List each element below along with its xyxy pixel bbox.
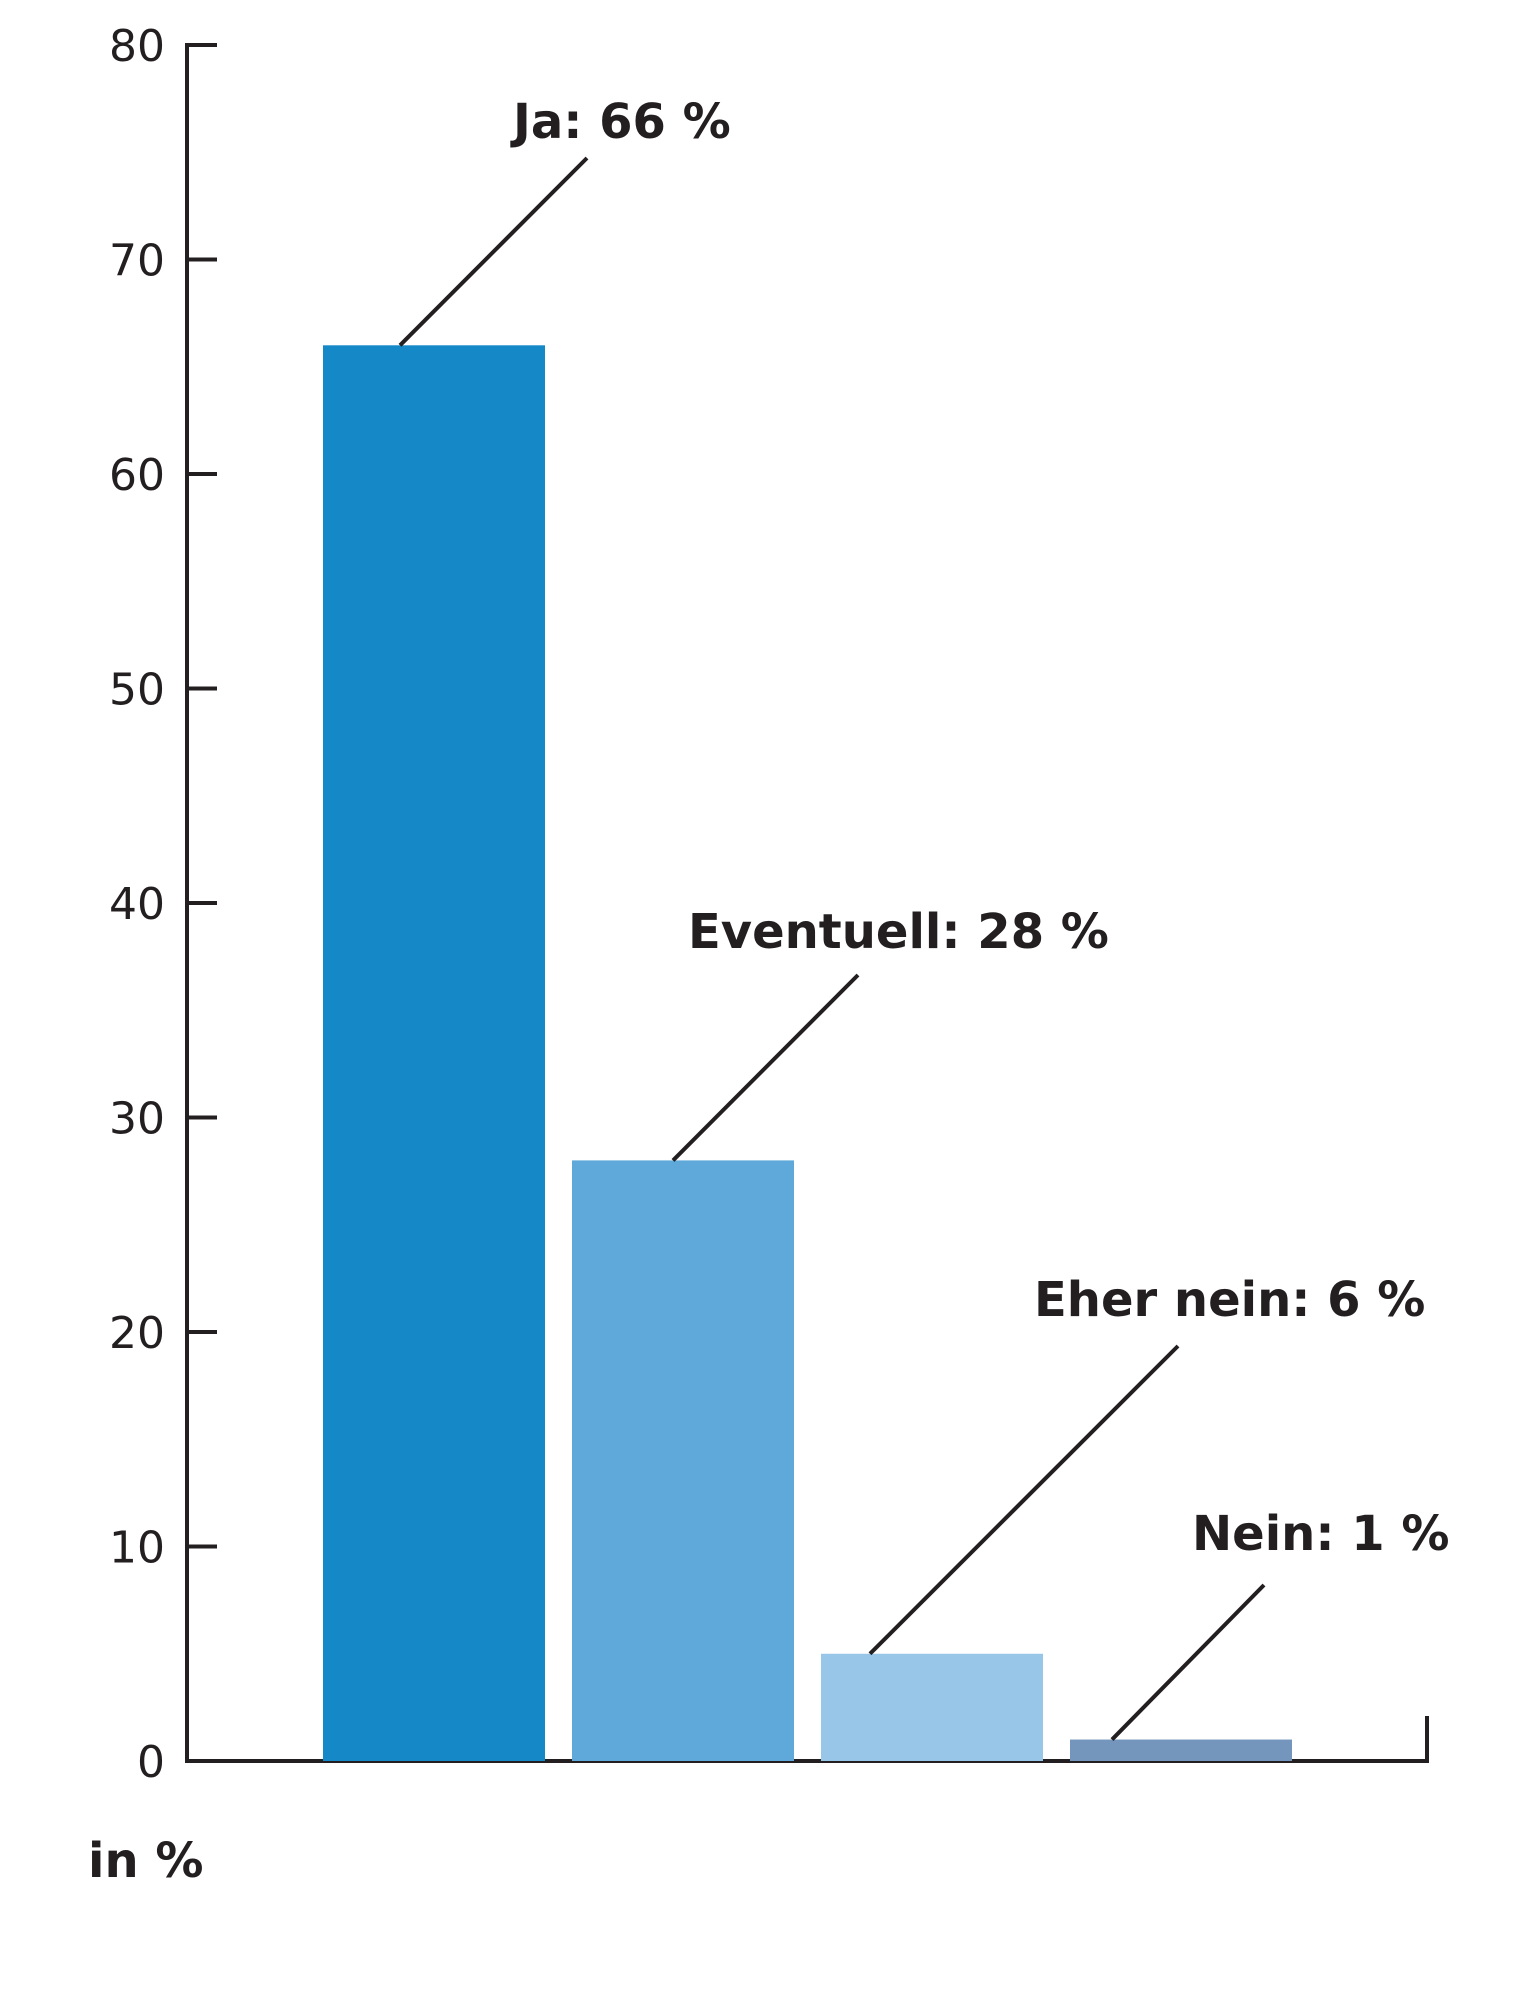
leader-line — [671, 973, 860, 1162]
y-tick-label: 50 — [109, 665, 165, 716]
bar-eher-nein — [821, 1653, 1043, 1761]
y-tick-label: 20 — [109, 1308, 165, 1359]
y-axis: 0 10 20 30 40 50 60 70 80 — [109, 21, 1429, 1788]
bar-eventuell — [572, 1160, 794, 1761]
leader-line — [868, 1344, 1180, 1656]
leader-line — [398, 156, 589, 347]
y-tick-label: 10 — [109, 1523, 165, 1574]
leader-lines — [398, 156, 1266, 1741]
data-label: Nein: 1 % — [1192, 1506, 1449, 1562]
data-label: Eher nein: 6 % — [1034, 1272, 1425, 1328]
y-tick-label: 30 — [109, 1094, 165, 1145]
data-labels: Ja: 66 % Eventuell: 28 % Eher nein: 6 % Nei… — [510, 94, 1449, 1562]
bar-nein — [1070, 1739, 1292, 1761]
bar-ja — [323, 345, 545, 1761]
y-tick-label: 80 — [109, 21, 165, 72]
y-tick-label: 0 — [137, 1737, 165, 1788]
bars — [323, 345, 1292, 1761]
y-axis-unit-label: in % — [88, 1833, 203, 1889]
leader-line — [1110, 1583, 1266, 1741]
y-tick-label: 60 — [109, 450, 165, 501]
data-label: Eventuell: 28 % — [688, 904, 1109, 960]
y-tick-label: 40 — [109, 879, 165, 930]
y-tick-label: 70 — [109, 236, 165, 287]
data-label: Ja: 66 % — [510, 94, 731, 150]
